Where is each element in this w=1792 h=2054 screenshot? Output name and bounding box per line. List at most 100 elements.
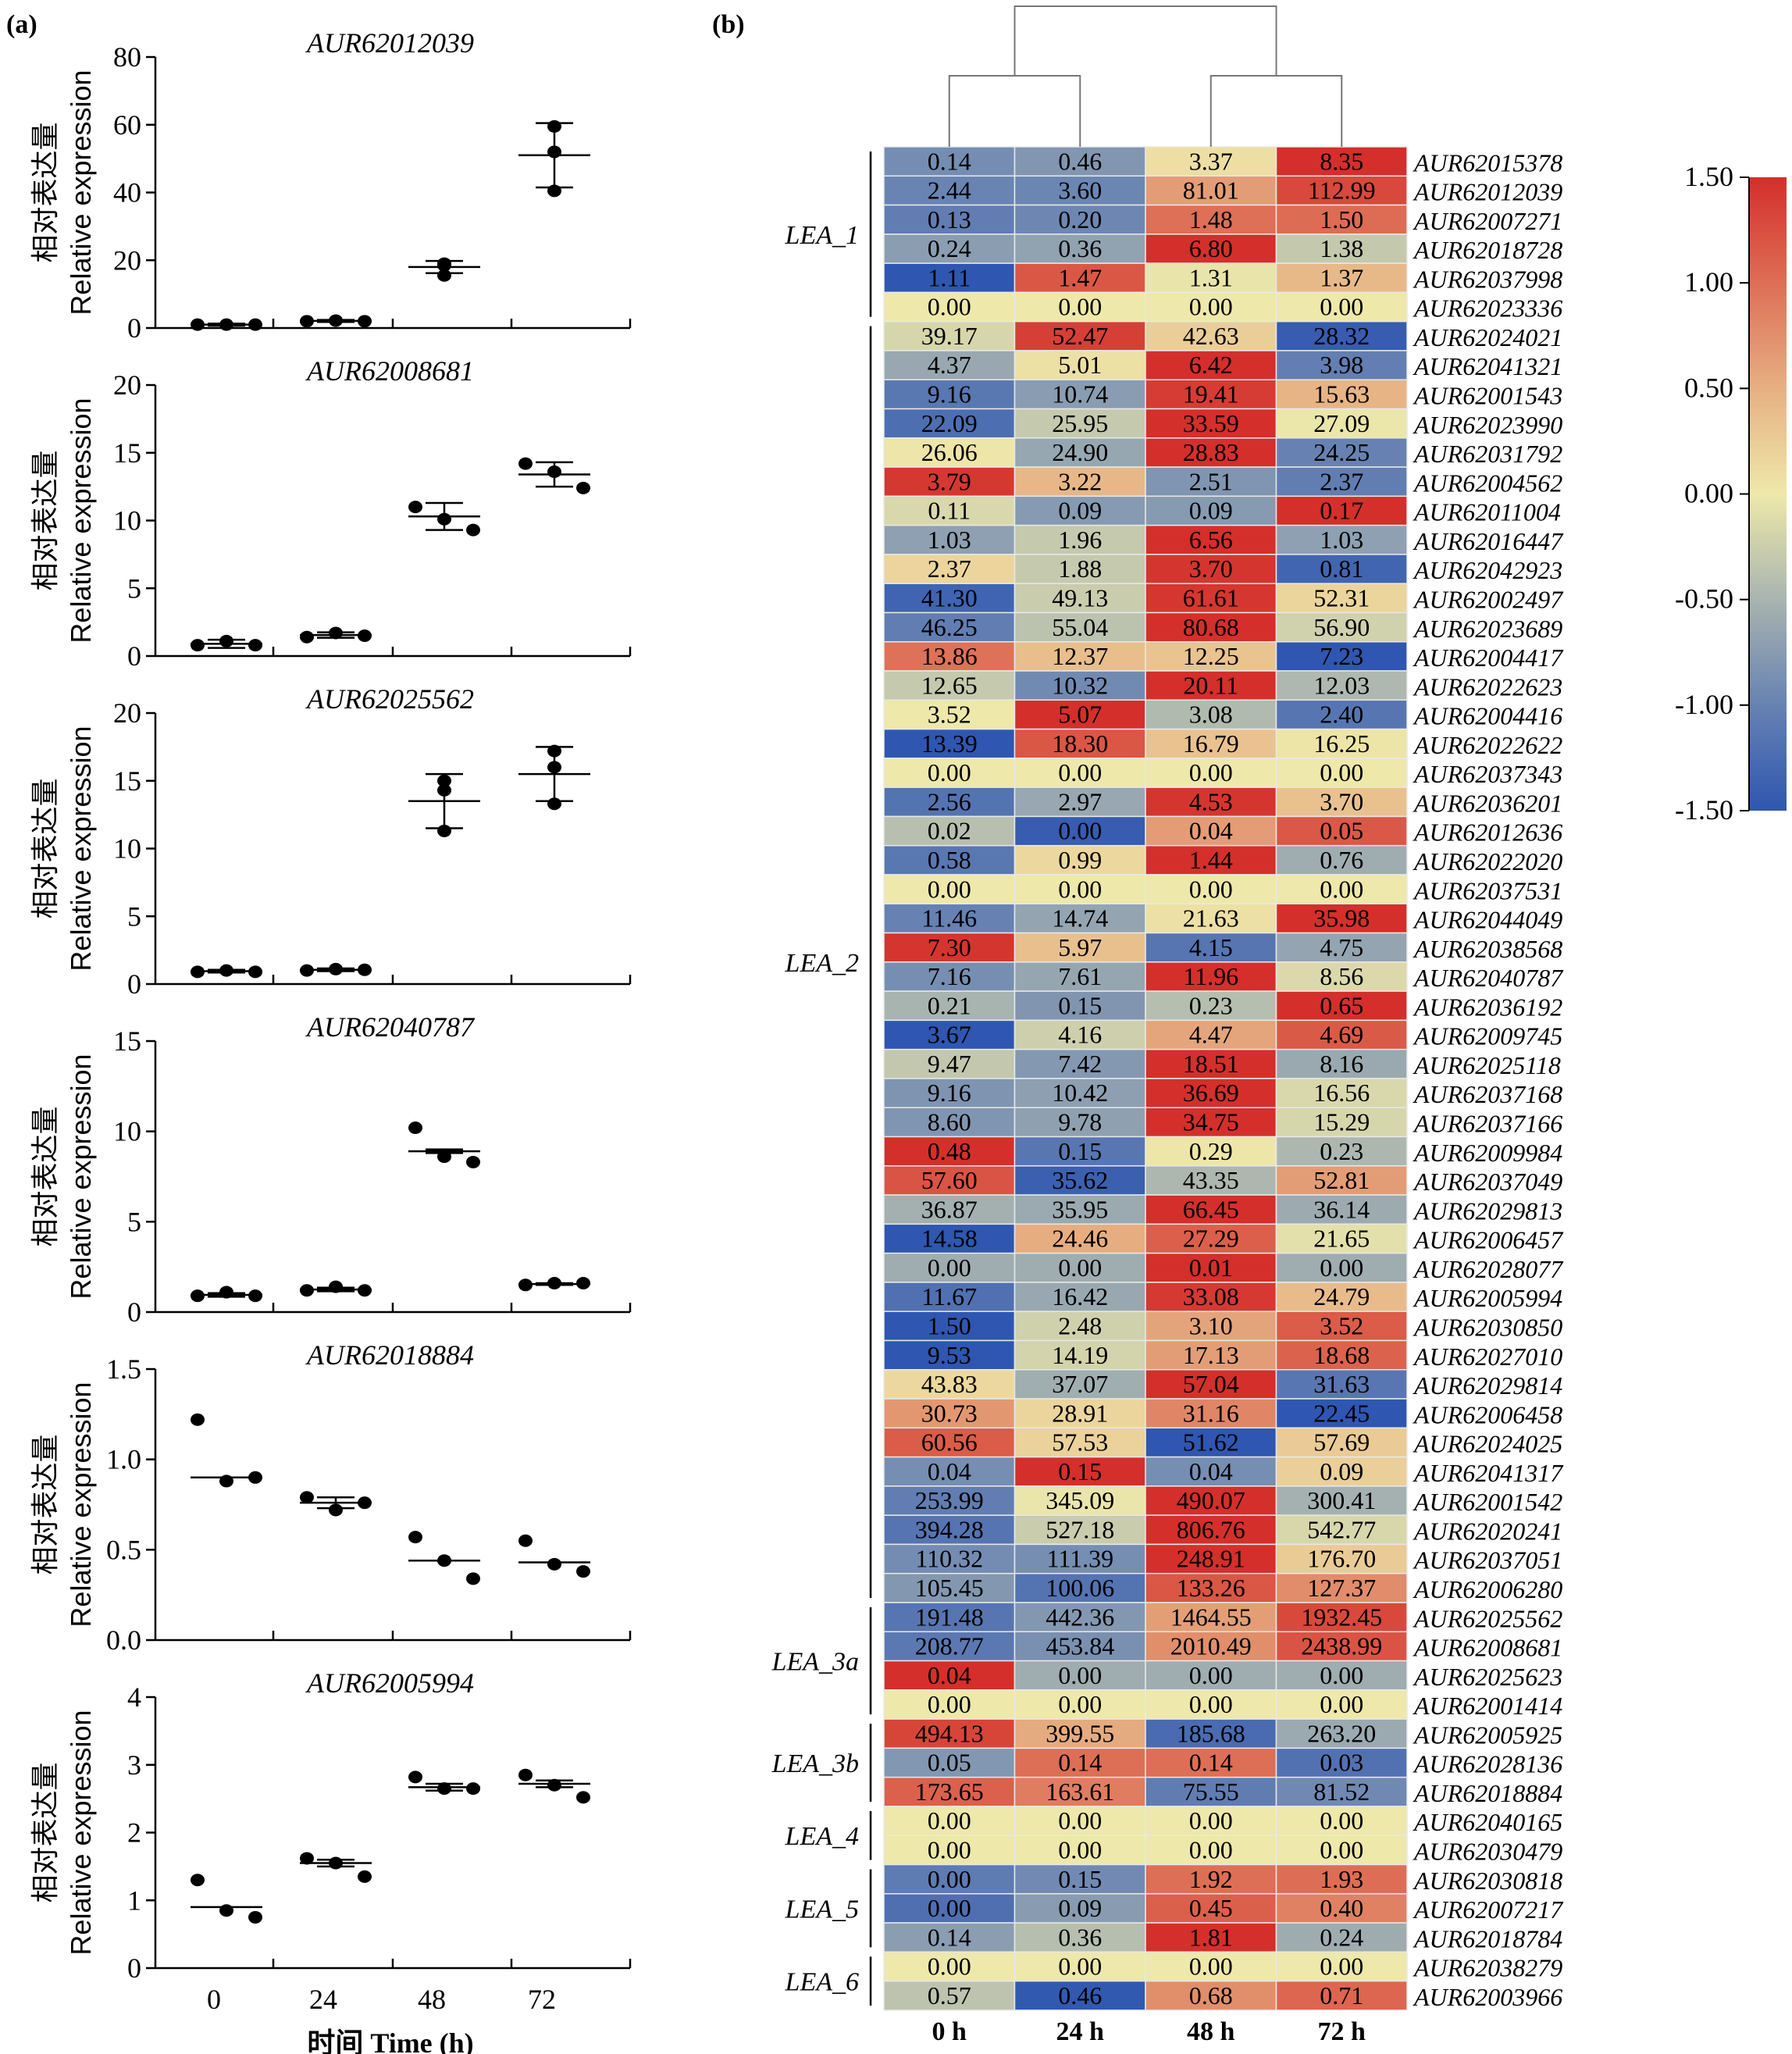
y-tick-label: 0 — [127, 1296, 141, 1328]
data-point — [300, 964, 314, 977]
heatmap-cell — [883, 758, 1016, 788]
cell-value: 0.00 — [928, 1253, 971, 1282]
y-axis-label-en: Relative expression — [65, 726, 97, 971]
heatmap-row: 12.65 10.32 20.11 12.03 AUR62022623 — [883, 670, 1562, 701]
gene-label: AUR62029814 — [1413, 1371, 1562, 1400]
data-point — [191, 1289, 205, 1303]
cell-value: 49.13 — [1052, 583, 1108, 612]
heatmap-cell — [1145, 699, 1277, 730]
cell-value: 7.16 — [928, 962, 971, 990]
cell-value: 6.42 — [1189, 351, 1233, 379]
cell-value: 28.32 — [1313, 322, 1370, 350]
cell-value: 0.00 — [928, 758, 971, 786]
heatmap-cell — [1275, 291, 1408, 323]
heatmap-cell — [1014, 844, 1146, 875]
cell-value: 100.06 — [1046, 1574, 1114, 1602]
y-tick-label: 15 — [113, 765, 141, 797]
x-tick-label: 48 — [418, 1984, 446, 2015]
cell-value: 0.00 — [1320, 293, 1363, 321]
gene-label: AUR62009745 — [1413, 1022, 1562, 1050]
panel-label-b: (b) — [712, 10, 745, 39]
heatmap-cell — [1014, 932, 1146, 963]
cell-value: 1.37 — [1320, 263, 1363, 291]
heatmap-row: 39.17 52.47 42.63 28.32 AUR62024021 — [883, 320, 1562, 351]
cell-value: 19.41 — [1183, 380, 1239, 408]
data-point — [437, 1554, 451, 1567]
heatmap-cell — [1014, 1747, 1146, 1778]
cell-value: 8.16 — [1320, 1050, 1363, 1078]
heatmap-cell — [883, 291, 1016, 323]
y-tick-label: 10 — [113, 833, 141, 865]
gene-label: AUR62024021 — [1413, 323, 1562, 351]
data-point — [300, 1491, 314, 1504]
cell-value: 3.08 — [1189, 701, 1233, 729]
cell-value: 55.04 — [1052, 613, 1108, 641]
cell-value: 9.78 — [1058, 1108, 1102, 1136]
cell-value: 6.56 — [1189, 526, 1233, 554]
heatmap-cell — [1145, 1922, 1277, 1953]
heatmap-row: 11.67 16.42 33.08 24.79 AUR62005994 — [883, 1282, 1562, 1312]
heatmap-cell — [1145, 1165, 1277, 1196]
data-point — [518, 1278, 533, 1292]
column-label: 72 h — [1318, 2017, 1366, 2046]
data-point — [466, 1782, 480, 1795]
heatmap-cell — [1145, 1776, 1277, 1807]
heatmap-row: 494.13 399.55 185.68 263.20 AUR62005925 — [883, 1718, 1562, 1749]
heatmap-cell — [883, 320, 1016, 351]
heatmap-cell — [1275, 1951, 1408, 1982]
heatmap-cell — [1275, 903, 1408, 934]
y-axis-label-en: Relative expression — [65, 1054, 97, 1299]
heatmap-row: 4.37 5.01 6.42 3.98 AUR62041321 — [883, 350, 1562, 380]
cell-value: 4.47 — [1189, 1021, 1233, 1049]
heatmap-row: 43.83 37.07 57.04 31.63 AUR62029814 — [883, 1369, 1562, 1400]
cell-value: 0.00 — [1320, 1661, 1363, 1689]
gene-label: AUR62001542 — [1413, 1488, 1562, 1516]
cell-value: 0.00 — [928, 1806, 971, 1835]
cell-value: 1.96 — [1058, 526, 1102, 554]
heatmap-cell — [883, 583, 1016, 614]
cell-value: 4.53 — [1189, 787, 1233, 815]
cell-value: 2.37 — [1320, 467, 1363, 495]
heatmap-cell — [1014, 1893, 1146, 1924]
heatmap-cell — [1275, 699, 1408, 730]
gene-label: AUR62029813 — [1413, 1196, 1562, 1225]
gene-label: AUR62023990 — [1413, 411, 1562, 439]
y-axis-label-cn: 相对表达量 — [30, 1106, 61, 1246]
cell-value: 0.04 — [928, 1457, 971, 1485]
heatmap-cell — [1275, 1602, 1408, 1633]
heatmap-cell — [1145, 874, 1277, 905]
heatmap-cell — [1275, 146, 1408, 177]
data-point — [518, 1534, 533, 1547]
heatmap-cell — [1275, 1223, 1408, 1254]
cell-value: 1.03 — [928, 526, 971, 554]
cell-value: 110.32 — [915, 1545, 983, 1573]
gene-label: AUR62015378 — [1413, 148, 1562, 177]
cell-value: 2.44 — [928, 177, 971, 205]
heatmap-row: 0.00 0.09 0.45 0.40 AUR62007217 — [883, 1893, 1564, 1924]
heatmap-cell — [1145, 1689, 1277, 1720]
cell-value: 9.16 — [928, 1079, 971, 1107]
cell-value: 0.46 — [1058, 147, 1102, 175]
heatmap-row: 41.30 49.13 61.61 52.31 AUR62002497 — [883, 583, 1564, 614]
gene-label: AUR62023689 — [1413, 615, 1562, 643]
heatmap-cell — [1014, 320, 1146, 351]
heatmap-row: 0.14 0.46 3.37 8.35 AUR62015378 — [883, 146, 1562, 177]
data-point — [219, 964, 233, 977]
heatmap-cell — [883, 1631, 1016, 1662]
heatmap-cell — [883, 1980, 1016, 2011]
y-axis-label-en: Relative expression — [65, 1382, 97, 1627]
heatmap-row: 60.56 57.53 51.62 57.69 AUR62024025 — [883, 1427, 1562, 1458]
heatmap-cell — [1014, 641, 1146, 672]
heatmap-cell — [1145, 495, 1277, 526]
heatmap-cell — [1014, 1136, 1146, 1167]
cell-value: 0.00 — [1320, 1836, 1363, 1864]
cell-value: 52.31 — [1313, 583, 1370, 612]
cell-value: 0.24 — [1320, 1923, 1363, 1951]
heatmap-row: 2.56 2.97 4.53 3.70 AUR62036201 — [883, 786, 1562, 817]
heatmap-cell — [1275, 320, 1408, 351]
cell-value: 345.09 — [1046, 1486, 1114, 1514]
gene-label: AUR62004417 — [1413, 644, 1564, 672]
cell-value: 0.00 — [1189, 1952, 1233, 1981]
data-point — [191, 1874, 205, 1887]
colorbar-tick-label: 0.50 — [1684, 372, 1733, 403]
